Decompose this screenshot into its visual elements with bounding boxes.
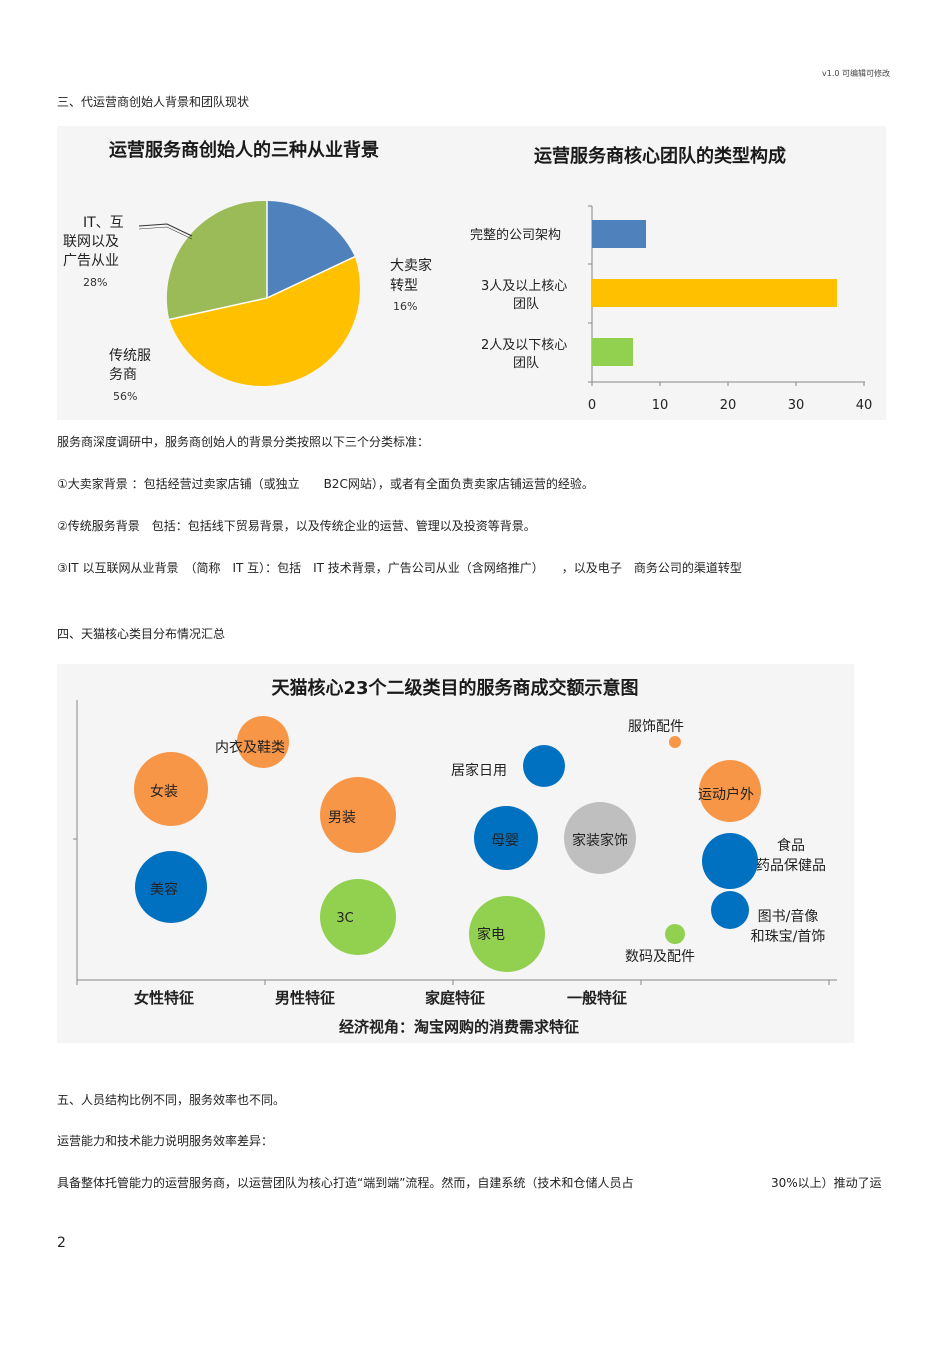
pie-chart [138,200,360,387]
section5-title: 五、人员结构比例不同，服务效率也不同。 [57,1093,286,1107]
bubble-3c [320,879,396,955]
bubble-xlabel: 经济视角：淘宝网购的消费需求特征 [339,1018,579,1036]
bar-label-three-plus-l2: 团队 [513,297,539,312]
pie-bar-figure: 运营服务商创始人的三种从业背景 IT、互 联网以及 广告从业 28% 大卖家 转… [63,139,873,413]
section5-p2b: 30%以上）推动了运 [771,1176,882,1190]
bubble-label-accessories: 服饰配件 [628,719,684,735]
bubble-figure: 天猫核心23个二级类目的服务商成交额示意图 女装 美容 [73,677,837,1036]
bubble-underwear-shoes [237,716,289,768]
bubble-group-family: 家庭特征 [425,989,485,1007]
pie-label-it-line3: 广告从业 [63,253,119,269]
bubble-label-beauty: 美容 [150,881,178,898]
bar-two-or-less [592,338,633,366]
bubble-label-3c: 3C [336,911,353,926]
bubble-mother-baby [474,806,538,870]
section5-p1: 运营能力和技术能力说明服务效率差异： [57,1134,274,1148]
bubble-group-female: 女性特征 [134,989,194,1007]
bar-full-company [592,220,646,248]
bar-chart [588,205,865,386]
bubble-label-mother-baby: 母婴 [491,833,519,849]
bubble-label-digital: 数码及配件 [625,949,695,965]
bubble-sports-outdoor [699,760,761,822]
pie-leader-line-2 [138,226,193,240]
pie-label-seller-pct: 16% [393,300,417,313]
bubble-label-home-daily: 居家日用 [451,762,507,779]
section3-title: 三、代运营商创始人背景和团队现状 [57,95,250,109]
bubble-men-clothing [320,777,396,853]
bubble-label-food-health-l2: 药品保健品 [756,858,826,874]
pie-slice-divider [169,201,356,321]
bar-xtick-label: 20 [720,398,737,413]
figure-tmall-bubbles: 天猫核心23个二级类目的服务商成交额示意图 女装 美容 [57,664,854,1043]
bubble-books-jewelry [711,891,749,929]
bubble-beauty [135,851,207,923]
bar-xtick-label: 10 [652,398,669,413]
bar-label-two-less-l2: 团队 [513,356,539,371]
pie-label-it-line1: IT、互 [83,215,124,231]
page-header-version: v1.0 可编辑可修改 [822,69,890,78]
bar-label-two-less-l1: 2人及以下核心 [481,338,567,353]
bubble-women-clothing [134,752,208,826]
pie-leader-line [138,223,193,237]
bubble-label-books-jewelry-l2: 和珠宝/首饰 [751,929,826,945]
page-number: 2 [57,1235,66,1251]
bubble-accessories [669,736,681,748]
bubble-chart-title: 天猫核心23个二级类目的服务商成交额示意图 [271,677,638,699]
bubble-label-food-health-l1: 食品 [777,837,805,854]
bubble-label-books-jewelry-l1: 图书/音像 [758,908,819,925]
pie-label-traditional-line1: 传统服 [109,348,151,364]
pie-slice-traditional [169,256,360,387]
bar-xtick-label: 0 [588,398,596,413]
bar-xtick-label: 40 [856,398,873,413]
pie-label-traditional-pct: 56% [113,390,137,403]
pie-slice-it [166,200,267,320]
bubble-appliances [469,896,545,972]
bar-three-plus [592,279,837,307]
bubbles [134,716,761,972]
bar-label-three-plus-l1: 3人及以上核心 [481,279,567,294]
bubble-label-men-clothing: 男装 [328,810,356,826]
bar-xtick-label: 30 [788,398,805,413]
section5-p2a: 具备整体托管能力的运营服务商，以运营团队为核心打造“端到端”流程。然而，自建系统… [57,1176,634,1190]
section3-item1: ①大卖家背景 ：包括经营过卖家店铺（或独立 B2C网站），或者有全面负责卖家店铺… [57,477,594,491]
pie-label-seller-line2: 转型 [390,278,418,294]
bubble-label-sports-outdoor: 运动户外 [698,786,754,803]
bubble-label-underwear-shoes: 内衣及鞋类 [215,740,285,756]
pie-label-it-pct: 28% [83,276,107,289]
bubble-digital [665,924,685,944]
figure-founder-background: 运营服务商创始人的三种从业背景 IT、互 联网以及 广告从业 28% 大卖家 转… [57,126,886,420]
pie-label-seller-line1: 大卖家 [390,257,432,274]
bar-chart-title: 运营服务商核心团队的类型构成 [534,145,786,167]
bubble-home-decor [564,802,636,874]
bubble-home-daily [523,745,565,787]
bubble-label-home-decor: 家装家饰 [572,832,628,849]
pie-chart-title: 运营服务商创始人的三种从业背景 [109,139,379,161]
pie-label-traditional-line2: 务商 [109,367,137,383]
section3-item3: ③IT 以互联网从业背景 （简称 IT 互）：包括 IT 技术背景，广告公司从业… [57,561,742,575]
bubble-group-male: 男性特征 [275,989,335,1007]
bubble-food-health [702,833,758,889]
section4-title: 四、天猫核心类目分布情况汇总 [57,627,226,641]
bubble-label-appliances: 家电 [477,926,505,943]
section3-item2: ②传统服务背景 包括：包括线下贸易背景，以及传统企业的运营、管理以及投资等背景。 [57,519,536,533]
bar-label-full-company: 完整的公司架构 [470,227,561,243]
pie-label-it-line2: 联网以及 [63,234,119,250]
pie-slice-seller [267,201,355,298]
bubble-group-general: 一般特征 [567,989,627,1007]
bubble-label-women-clothing: 女装 [150,783,178,800]
section3-intro: 服务商深度调研中，服务商创始人的背景分类按照以下三个分类标准： [57,435,430,449]
